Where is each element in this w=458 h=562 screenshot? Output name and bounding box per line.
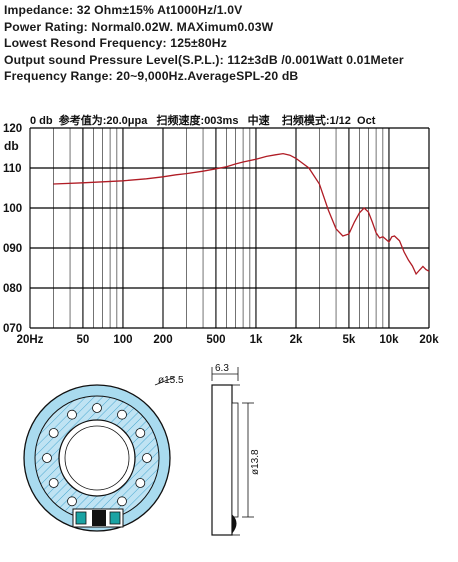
mounting-holes bbox=[42, 403, 152, 507]
vent-hole bbox=[135, 478, 146, 488]
x-tick-label: 50 bbox=[77, 334, 90, 346]
terminal-center bbox=[92, 510, 106, 526]
y-tick-label: 080 bbox=[3, 283, 22, 295]
speaker-front-view: ø15.5 bbox=[23, 375, 184, 532]
response-curve-line bbox=[53, 152, 430, 276]
x-tick-label: 1k bbox=[250, 334, 263, 346]
vent-hole bbox=[48, 478, 59, 488]
x-tick-label: 10k bbox=[379, 334, 399, 346]
vent-hole bbox=[67, 409, 77, 420]
y-tick-label: 100 bbox=[3, 203, 22, 215]
vent-hole bbox=[67, 496, 77, 507]
y-tick-label: 070 bbox=[3, 323, 22, 335]
inner-diameter-label: ø13.8 bbox=[250, 449, 261, 475]
vent-hole bbox=[142, 453, 152, 463]
vent-hole bbox=[135, 428, 146, 438]
x-tick-label: 500 bbox=[206, 334, 225, 346]
x-tick-label: 20Hz bbox=[17, 334, 44, 346]
x-tick-label: 20k bbox=[419, 334, 439, 346]
spec-frequency-range: Frequency Range: 20~9,000Hz.AverageSPL-2… bbox=[4, 69, 299, 84]
terminal-pad-left bbox=[75, 511, 87, 525]
spec-block: Impedance: 32 Ohm±15% At1000Hz/1.0V Powe… bbox=[4, 2, 456, 85]
outer-diameter-label: ø15.5 bbox=[158, 375, 184, 386]
x-tick-label: 2k bbox=[290, 334, 303, 346]
vent-hole bbox=[42, 453, 52, 463]
x-tick-label: 200 bbox=[153, 334, 172, 346]
chart-grid bbox=[29, 127, 430, 329]
y-axis-tick-labels: 070 080 090 100 110 120 bbox=[3, 123, 22, 335]
x-tick-label: 100 bbox=[113, 334, 132, 346]
vent-hole bbox=[117, 496, 127, 507]
y-tick-label: 120 bbox=[3, 123, 22, 135]
y-tick-label: 110 bbox=[3, 163, 22, 175]
vent-hole bbox=[117, 409, 127, 420]
y-tick-label: 090 bbox=[3, 243, 22, 255]
spec-power-rating: Power Rating: Normal0.02W. MAXimum0.03W bbox=[4, 19, 274, 34]
speaker-drawing: ø15.5 6.3 ø13.8 bbox=[23, 363, 261, 536]
frequency-response-chart: 070 080 090 100 110 120 20Hz 50 100 200 500 1k 2k 5k… bbox=[3, 113, 440, 346]
vent-hole bbox=[48, 428, 59, 438]
vent-hole bbox=[92, 403, 102, 413]
terminal-pad-right bbox=[109, 511, 121, 525]
x-tick-label: 5k bbox=[343, 334, 356, 346]
spec-spl: Output sound Pressure Level(S.P.L.): 112… bbox=[4, 52, 404, 67]
spec-impedance: Impedance: 32 Ohm±15% At1000Hz/1.0V bbox=[4, 3, 243, 17]
y-axis-label: db bbox=[4, 139, 19, 153]
chart-title: 0 db 参考值为:20.0μpa 扫频速度:003ms 中速 扫频模式:1/1… bbox=[30, 113, 376, 127]
x-axis-tick-labels: 20Hz 50 100 200 500 1k 2k 5k 10k 20k bbox=[17, 334, 440, 346]
thickness-dimension-label: 6.3 bbox=[215, 363, 229, 374]
speaker-side-view: 6.3 ø13.8 bbox=[211, 363, 261, 536]
spec-resonant-frequency: Lowest Resond Frequency: 125±80Hz bbox=[4, 36, 227, 51]
